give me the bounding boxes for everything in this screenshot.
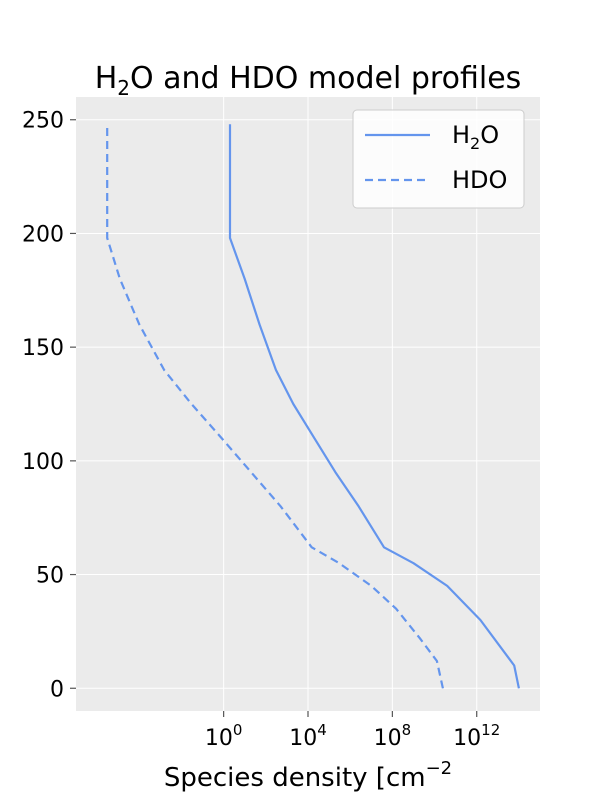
y-tick-label: 100 <box>22 450 64 475</box>
legend-label-h2o: H2O <box>452 121 499 153</box>
y-tick-label: 250 <box>22 109 64 134</box>
x-tick-label: 1012 <box>453 721 500 751</box>
y-tick-label: 200 <box>22 222 64 247</box>
series-lines <box>106 124 520 689</box>
x-tick-label: 100 <box>205 721 243 751</box>
y-tick-label: 50 <box>36 564 64 589</box>
series-line-hdo <box>106 124 444 689</box>
chart-title: H2O and HDO model profiles <box>95 61 522 100</box>
legend-label-hdo: HDO <box>452 166 507 194</box>
x-tick-label: 108 <box>374 721 412 751</box>
series-line-h2o <box>228 124 520 689</box>
y-tick-label: 150 <box>22 336 64 361</box>
tick-labels: 0 50 100 150 200 250 100 104 108 1012 <box>22 109 500 751</box>
y-tick-label: 0 <box>50 677 64 702</box>
legend: H2O HDO <box>352 109 525 209</box>
x-tick-label: 104 <box>289 721 327 751</box>
x-axis-label: Species density [cm−2 <box>164 758 452 793</box>
